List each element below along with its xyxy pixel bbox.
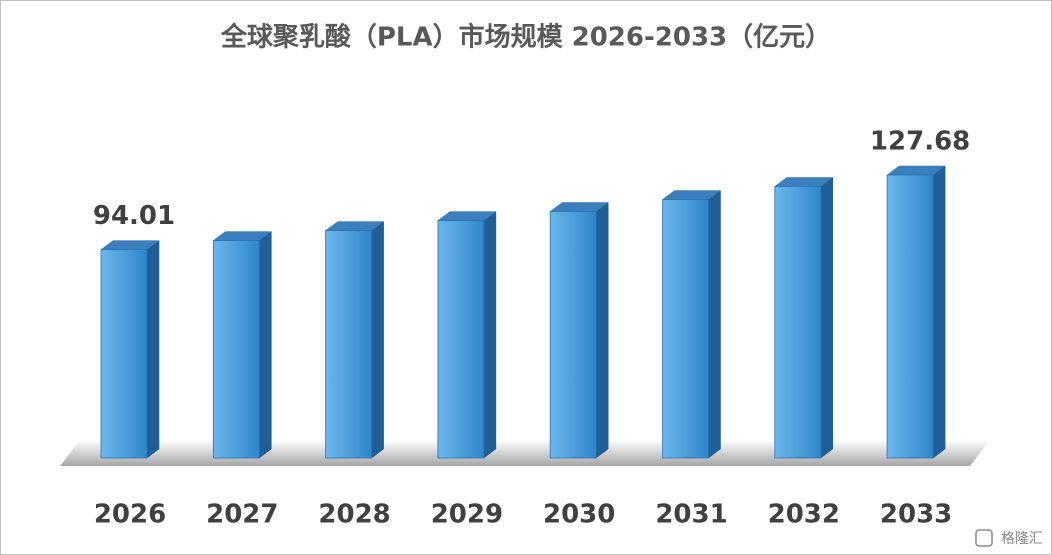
data-label: 127.68 (870, 127, 970, 157)
watermark-logo (975, 529, 993, 547)
bar (324, 221, 385, 459)
bar (774, 176, 834, 459)
bar-side (708, 190, 721, 459)
x-tick-label: 2030 (543, 500, 615, 530)
watermark: 格隆汇 (1001, 531, 1043, 547)
bar-side (932, 165, 946, 459)
bar-side (820, 176, 834, 459)
bar-side (595, 202, 609, 459)
bar-front (212, 240, 260, 459)
bar-front (100, 249, 148, 459)
bar-front (774, 186, 822, 459)
bar-side (483, 211, 497, 459)
x-tick-label: 2027 (206, 500, 278, 530)
x-tick-label: 2029 (431, 500, 503, 530)
x-tick-label: 2031 (655, 500, 727, 530)
bar-front (886, 174, 934, 459)
bar (100, 240, 160, 459)
bar-side (259, 231, 272, 459)
x-tick-label: 2026 (94, 500, 166, 530)
bar-front (325, 230, 373, 459)
bar (886, 165, 946, 459)
bar-front (662, 199, 709, 459)
floor-shadow (60, 440, 990, 466)
bar-side (146, 240, 160, 459)
x-tick-label: 2033 (880, 500, 952, 530)
bar (661, 190, 722, 459)
bar (437, 211, 497, 459)
bar (212, 231, 273, 459)
chart-title: 全球聚乳酸（PLA）市场规模 2026-2033（亿元） (220, 22, 831, 53)
data-label: 94.01 (93, 201, 175, 231)
x-tick-label: 2032 (768, 500, 840, 530)
bar-side (371, 221, 384, 459)
bar (549, 202, 609, 459)
bar-front (437, 220, 485, 459)
x-tick-label: 2028 (318, 500, 390, 530)
bar-front (549, 211, 597, 459)
